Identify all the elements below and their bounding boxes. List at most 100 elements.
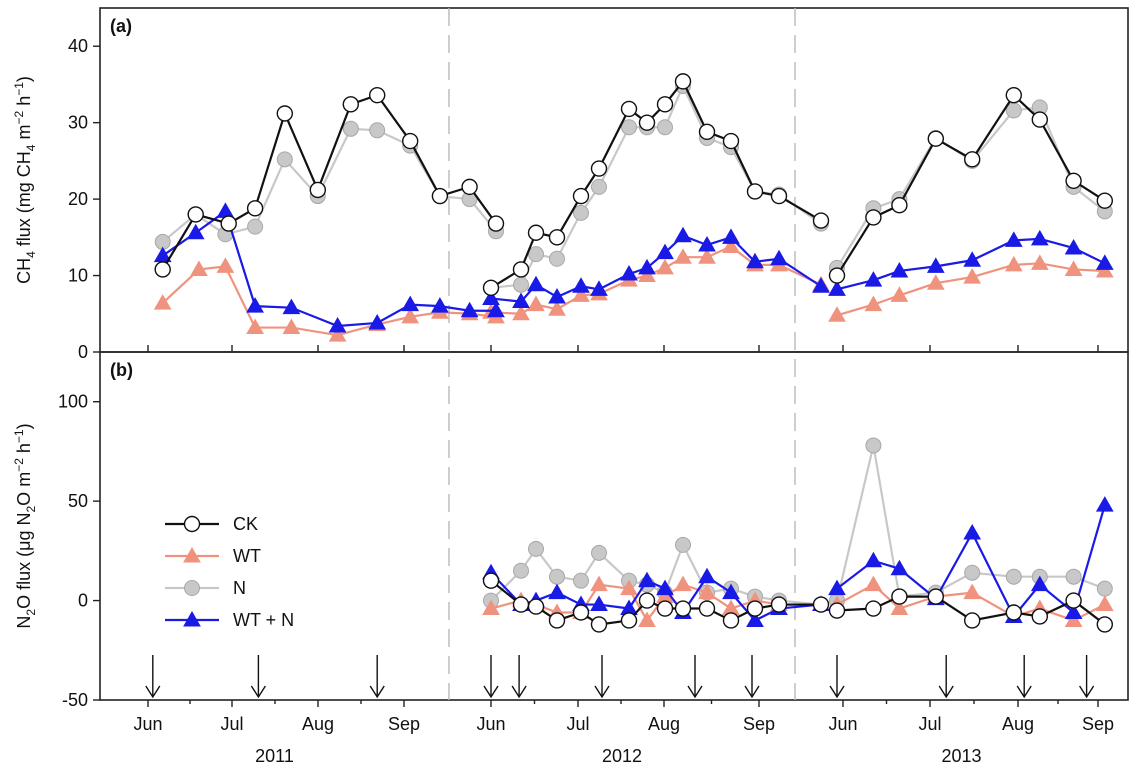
legend-item: WT + N	[165, 610, 294, 630]
data-point-wt	[963, 583, 982, 600]
superscript: −2	[12, 458, 26, 472]
data-point-n	[528, 246, 544, 263]
data-point-ck	[812, 212, 830, 229]
label-part: O m	[14, 472, 34, 506]
x-tick-label: Jun	[828, 714, 857, 734]
data-point-ck	[548, 612, 566, 629]
data-point-ck	[512, 596, 530, 613]
data-point-wt	[638, 266, 656, 283]
x-tick-label: Jul	[566, 714, 589, 734]
data-point-ck	[590, 160, 608, 177]
y-axis-label: CH4 flux (mg CH4 m−2 h−1)	[12, 76, 38, 284]
event-arrow	[1079, 655, 1095, 699]
data-point-wt	[572, 286, 590, 302]
data-point-ck	[548, 229, 566, 246]
data-point-ck	[770, 187, 788, 205]
data-point-n	[513, 562, 529, 579]
data-point-wt	[698, 248, 716, 264]
arrow-head	[250, 685, 266, 699]
data-point-wtn	[656, 579, 674, 596]
arrow-head	[145, 685, 161, 699]
data-point-wtn	[1095, 496, 1114, 512]
event-arrow	[744, 655, 760, 699]
data-point-wtn	[548, 287, 566, 304]
data-point-ck	[770, 596, 788, 613]
data-point-ck	[964, 151, 981, 168]
data-point-wtn	[698, 567, 716, 584]
data-point-n	[342, 120, 359, 137]
superscript: −1	[12, 429, 26, 443]
data-point-ck	[1096, 192, 1114, 209]
data-point-wt	[1064, 260, 1083, 276]
data-point-ck	[572, 187, 590, 205]
data-point-ck	[656, 96, 674, 113]
label-part: h	[14, 96, 34, 111]
data-point-ck	[487, 215, 505, 232]
data-point-ck	[482, 279, 500, 296]
data-point-wt	[890, 286, 909, 302]
data-point-n	[549, 568, 565, 585]
data-point-wtn	[282, 298, 301, 315]
arrow-head	[483, 685, 499, 699]
data-point-n	[1096, 580, 1113, 597]
data-point-ck	[698, 600, 716, 617]
data-point-wtn	[1004, 231, 1023, 247]
event-arrow	[1016, 655, 1032, 699]
data-point-wtn	[572, 277, 590, 293]
data-point-wt	[548, 300, 566, 316]
legend-label: WT + N	[233, 610, 294, 630]
data-point-wtn	[890, 261, 909, 278]
y-tick-label: -50	[62, 690, 88, 710]
data-point-wtn	[698, 235, 716, 252]
event-arrow	[687, 655, 703, 699]
data-point-ck	[1065, 172, 1082, 189]
panel-0-series	[153, 73, 1114, 342]
data-point-wtn	[674, 226, 692, 243]
data-point-ck	[220, 215, 237, 232]
legend-item: CK	[165, 514, 258, 534]
data-point-ck	[482, 572, 500, 589]
year-label: 2012	[602, 746, 642, 766]
data-point-wtn	[963, 251, 982, 267]
data-point-wt	[890, 599, 909, 616]
data-point-wt	[698, 583, 716, 600]
data-point-wtn	[460, 301, 479, 318]
x-tick-label: Sep	[743, 714, 775, 734]
y-tick-label: 0	[78, 342, 88, 362]
label-part: h	[14, 443, 34, 458]
label-part: N	[14, 616, 34, 629]
y-tick-label: 50	[68, 491, 88, 511]
data-point-wt	[926, 274, 945, 290]
x-tick-label: Aug	[648, 714, 680, 734]
label-part: )	[14, 423, 34, 429]
data-point-wt	[638, 611, 656, 627]
data-point-wtn	[828, 579, 846, 596]
data-point-n	[276, 151, 293, 168]
event-arrow	[938, 655, 954, 699]
data-point-n	[865, 437, 882, 454]
data-point-wtn	[186, 223, 205, 240]
data-point-ck	[1005, 604, 1022, 621]
data-point-wtn	[368, 313, 387, 330]
legend-item: WT	[165, 546, 261, 566]
arrow-head	[369, 685, 385, 699]
legend-marker	[184, 580, 200, 596]
data-point-wt	[963, 268, 982, 284]
label-part: m	[14, 125, 34, 145]
arrow-head	[1016, 685, 1032, 699]
x-tick-label: Jun	[476, 714, 505, 734]
arrow-head	[829, 685, 845, 699]
subscript: 2	[24, 506, 38, 513]
data-point-ck	[246, 200, 264, 217]
data-point-ck	[590, 616, 608, 633]
data-point-n	[657, 119, 673, 136]
data-point-n	[513, 276, 529, 293]
data-point-ck	[572, 604, 590, 621]
data-point-wtn	[828, 280, 846, 296]
data-point-wtn	[1064, 603, 1083, 620]
data-point-wtn	[487, 301, 505, 318]
series-line-n	[161, 127, 497, 243]
panel-label: (b)	[110, 360, 133, 380]
data-point-ck	[1096, 616, 1114, 633]
series-line-wtn	[490, 234, 822, 303]
